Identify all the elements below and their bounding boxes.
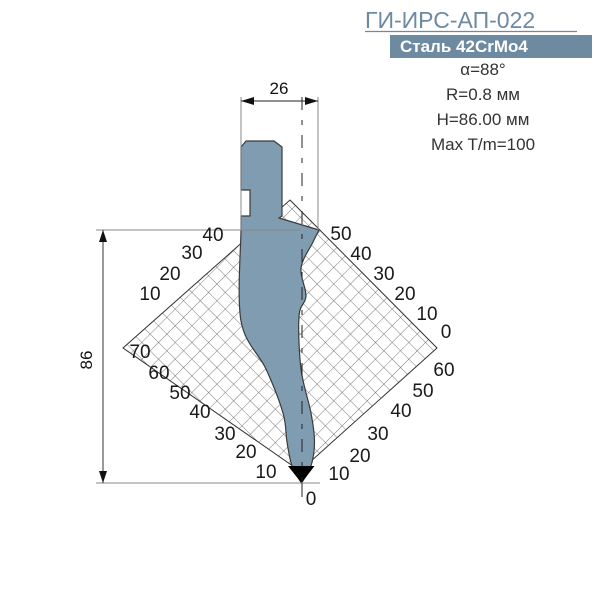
svg-text:0: 0 xyxy=(306,489,317,510)
svg-text:α=88°: α=88° xyxy=(460,60,505,79)
svg-text:20: 20 xyxy=(349,446,370,467)
svg-text:50: 50 xyxy=(330,224,351,245)
svg-text:30: 30 xyxy=(214,424,235,445)
svg-text:40: 40 xyxy=(202,225,223,246)
svg-text:10: 10 xyxy=(255,462,276,483)
svg-text:10: 10 xyxy=(416,304,437,325)
svg-text:20: 20 xyxy=(159,264,180,285)
svg-text:R=0.8 мм: R=0.8 мм xyxy=(446,85,520,104)
svg-text:Max T/m=100: Max T/m=100 xyxy=(431,135,535,154)
svg-text:10: 10 xyxy=(328,464,349,485)
svg-text:10: 10 xyxy=(139,284,160,305)
svg-text:H=86.00 мм: H=86.00 мм xyxy=(437,110,530,129)
svg-text:60: 60 xyxy=(433,360,454,381)
svg-text:40: 40 xyxy=(189,402,210,423)
svg-text:70: 70 xyxy=(129,342,150,363)
svg-text:26: 26 xyxy=(270,79,289,98)
svg-text:20: 20 xyxy=(394,284,415,305)
svg-text:40: 40 xyxy=(390,401,411,422)
svg-text:0: 0 xyxy=(441,322,452,343)
svg-text:60: 60 xyxy=(148,363,169,384)
svg-text:40: 40 xyxy=(350,244,371,265)
svg-text:30: 30 xyxy=(181,243,202,264)
svg-text:30: 30 xyxy=(373,264,394,285)
svg-text:30: 30 xyxy=(367,424,388,445)
svg-text:Сталь 42CrMo4: Сталь 42CrMo4 xyxy=(400,37,528,56)
svg-text:ГИ-ИРС-АП-022: ГИ-ИРС-АП-022 xyxy=(365,7,535,33)
svg-text:50: 50 xyxy=(412,381,433,402)
svg-text:50: 50 xyxy=(169,383,190,404)
svg-text:20: 20 xyxy=(235,442,256,463)
svg-text:86: 86 xyxy=(77,351,96,370)
